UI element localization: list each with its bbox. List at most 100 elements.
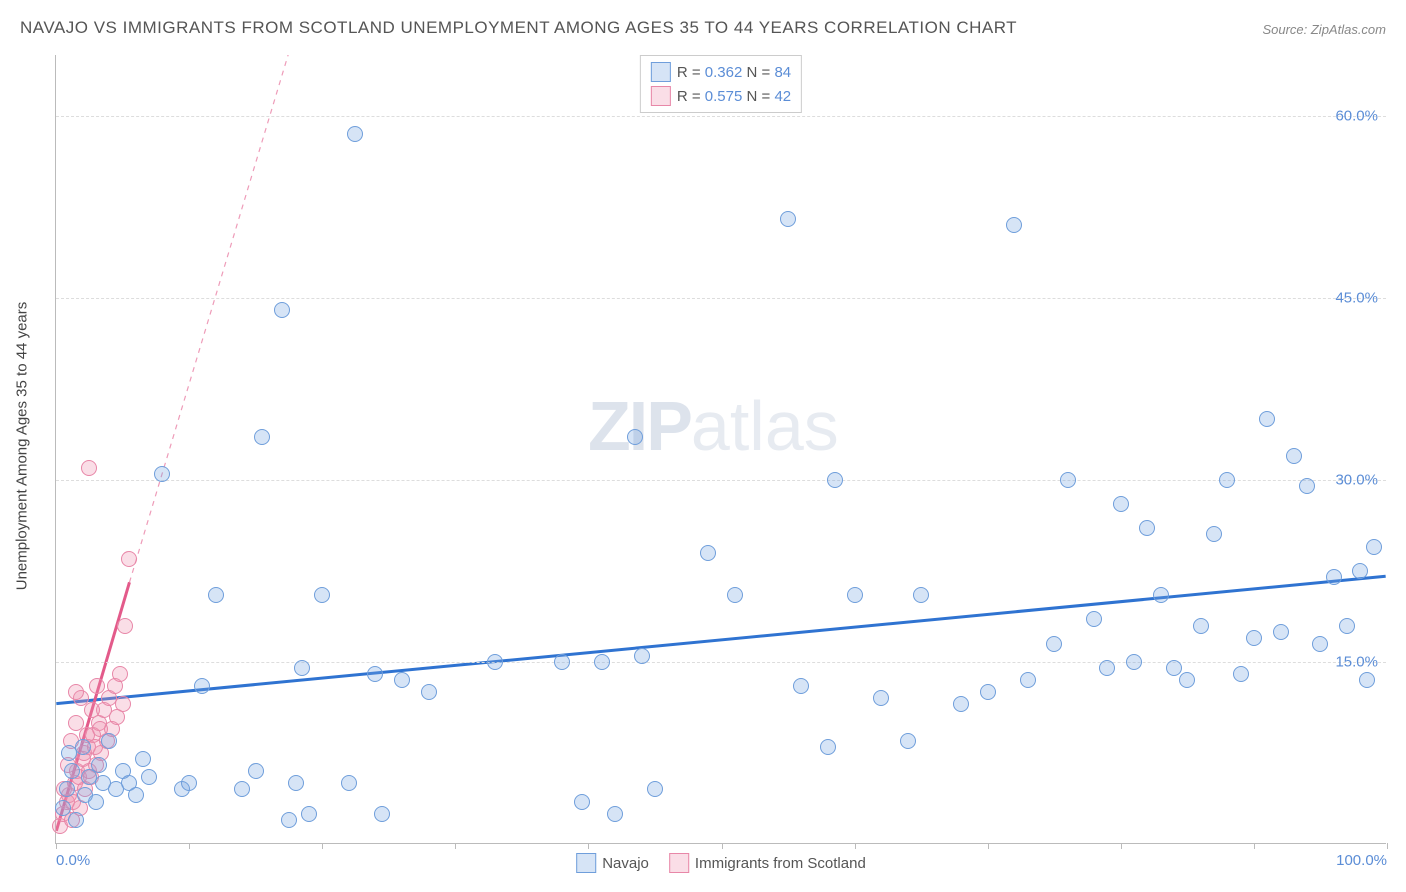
x-tick — [1121, 843, 1122, 849]
data-point — [1259, 411, 1275, 427]
data-point — [68, 684, 84, 700]
data-point — [1006, 217, 1022, 233]
data-point — [59, 781, 75, 797]
legend-stat-text: R = 0.362 N = 84 — [677, 64, 791, 81]
data-point — [89, 678, 105, 694]
data-point — [367, 666, 383, 682]
data-point — [900, 733, 916, 749]
data-point — [1206, 526, 1222, 542]
data-point — [1352, 563, 1368, 579]
data-point — [234, 781, 250, 797]
data-point — [68, 812, 84, 828]
data-point — [1359, 672, 1375, 688]
data-point — [84, 702, 100, 718]
data-point — [1246, 630, 1262, 646]
data-point — [727, 587, 743, 603]
data-point — [847, 587, 863, 603]
data-point — [128, 787, 144, 803]
data-point — [820, 739, 836, 755]
data-point — [64, 763, 80, 779]
x-tick — [722, 843, 723, 849]
y-tick-label: 15.0% — [1335, 653, 1378, 670]
data-point — [1312, 636, 1328, 652]
data-point — [1193, 618, 1209, 634]
data-point — [1179, 672, 1195, 688]
legend-series-label: Immigrants from Scotland — [695, 855, 866, 872]
data-point — [1273, 624, 1289, 640]
data-point — [1126, 654, 1142, 670]
legend-swatch — [669, 853, 689, 873]
data-point — [374, 806, 390, 822]
data-point — [700, 545, 716, 561]
data-point — [55, 800, 71, 816]
data-point — [1060, 472, 1076, 488]
data-point — [1046, 636, 1062, 652]
data-point — [1166, 660, 1182, 676]
data-point — [1153, 587, 1169, 603]
y-tick-label: 45.0% — [1335, 289, 1378, 306]
data-point — [980, 684, 996, 700]
legend-swatch — [651, 86, 671, 106]
data-point — [281, 812, 297, 828]
data-point — [607, 806, 623, 822]
data-point — [873, 690, 889, 706]
data-point — [594, 654, 610, 670]
data-point — [1219, 472, 1235, 488]
data-point — [634, 648, 650, 664]
legend-swatch — [651, 62, 671, 82]
legend-series: Navajo Immigrants from Scotland — [576, 853, 866, 873]
data-point — [75, 739, 91, 755]
data-point — [135, 751, 151, 767]
data-point — [141, 769, 157, 785]
data-point — [647, 781, 663, 797]
data-point — [91, 757, 107, 773]
chart-container: NAVAJO VS IMMIGRANTS FROM SCOTLAND UNEMP… — [0, 0, 1406, 892]
gridline-horizontal — [56, 662, 1386, 663]
data-point — [288, 775, 304, 791]
data-point — [1020, 672, 1036, 688]
data-point — [1326, 569, 1342, 585]
data-point — [294, 660, 310, 676]
data-point — [574, 794, 590, 810]
data-point — [913, 587, 929, 603]
data-point — [1339, 618, 1355, 634]
data-point — [487, 654, 503, 670]
gridline-horizontal — [56, 480, 1386, 481]
data-point — [1139, 520, 1155, 536]
data-point — [421, 684, 437, 700]
chart-title: NAVAJO VS IMMIGRANTS FROM SCOTLAND UNEMP… — [20, 18, 1017, 38]
x-tick-label: 100.0% — [1336, 852, 1387, 869]
data-point — [314, 587, 330, 603]
data-point — [341, 775, 357, 791]
data-point — [121, 551, 137, 567]
data-point — [154, 466, 170, 482]
data-point — [1086, 611, 1102, 627]
data-point — [115, 696, 131, 712]
data-point — [1286, 448, 1302, 464]
data-point — [1113, 496, 1129, 512]
x-tick — [1254, 843, 1255, 849]
data-point — [254, 429, 270, 445]
watermark: ZIPatlas — [588, 386, 839, 466]
legend-correlation-row: R = 0.362 N = 84 — [651, 60, 791, 84]
data-point — [248, 763, 264, 779]
y-tick-label: 30.0% — [1335, 471, 1378, 488]
legend-series-item: Immigrants from Scotland — [669, 853, 866, 873]
legend-stat-text: R = 0.575 N = 42 — [677, 88, 791, 105]
watermark-atlas: atlas — [691, 387, 839, 465]
trend-lines-layer — [56, 55, 1386, 843]
x-tick — [855, 843, 856, 849]
x-tick — [189, 843, 190, 849]
data-point — [112, 666, 128, 682]
plot-area: ZIPatlas R = 0.362 N = 84 R = 0.575 N = 4… — [55, 55, 1386, 844]
source-link[interactable]: ZipAtlas.com — [1311, 22, 1386, 37]
x-tick — [588, 843, 589, 849]
legend-series-item: Navajo — [576, 853, 649, 873]
data-point — [554, 654, 570, 670]
x-tick-label: 0.0% — [56, 852, 90, 869]
x-tick — [988, 843, 989, 849]
data-point — [101, 733, 117, 749]
data-point — [1233, 666, 1249, 682]
gridline-horizontal — [56, 116, 1386, 117]
legend-swatch — [576, 853, 596, 873]
